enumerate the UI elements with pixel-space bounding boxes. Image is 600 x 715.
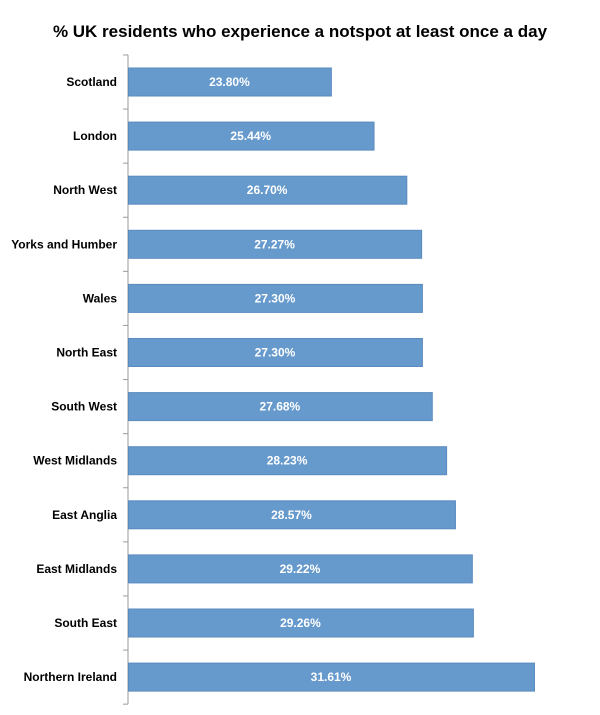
bar — [128, 554, 473, 584]
bar — [128, 338, 423, 367]
bar — [128, 446, 448, 476]
data-label: 25.44% — [230, 129, 271, 143]
data-label: 26.70% — [247, 183, 288, 197]
category-label: London — [73, 129, 117, 143]
bar — [128, 662, 535, 692]
bar — [128, 67, 332, 97]
category-label: Yorks and Humber — [11, 237, 117, 251]
category-label: North East — [56, 346, 117, 360]
category-label: North West — [53, 183, 117, 197]
data-label: 29.26% — [280, 616, 321, 630]
bar — [128, 500, 456, 530]
bar — [128, 175, 408, 205]
data-label: 23.80% — [209, 75, 250, 89]
data-label: 28.23% — [267, 454, 308, 468]
category-label: Scotland — [66, 75, 117, 89]
chart-title: % UK residents who experience a notspot … — [52, 22, 548, 41]
data-label: 29.22% — [280, 562, 321, 576]
data-label: 27.30% — [255, 291, 296, 305]
category-label: Northern Ireland — [24, 670, 117, 684]
category-label: West Midlands — [33, 454, 117, 468]
category-label: South West — [51, 400, 117, 414]
data-label: 28.57% — [271, 508, 312, 522]
bar — [128, 283, 423, 313]
category-label: South East — [54, 616, 117, 630]
category-label: East Midlands — [36, 562, 117, 576]
data-label: 31.61% — [311, 670, 352, 684]
bar — [128, 392, 433, 422]
bar — [128, 608, 474, 638]
bar — [128, 229, 423, 259]
category-label: Wales — [83, 291, 118, 305]
data-label: 27.30% — [255, 346, 296, 360]
category-label: East Anglia — [52, 508, 117, 522]
data-label: 27.68% — [260, 400, 301, 414]
data-label: 27.27% — [254, 237, 295, 251]
bar — [128, 121, 375, 151]
